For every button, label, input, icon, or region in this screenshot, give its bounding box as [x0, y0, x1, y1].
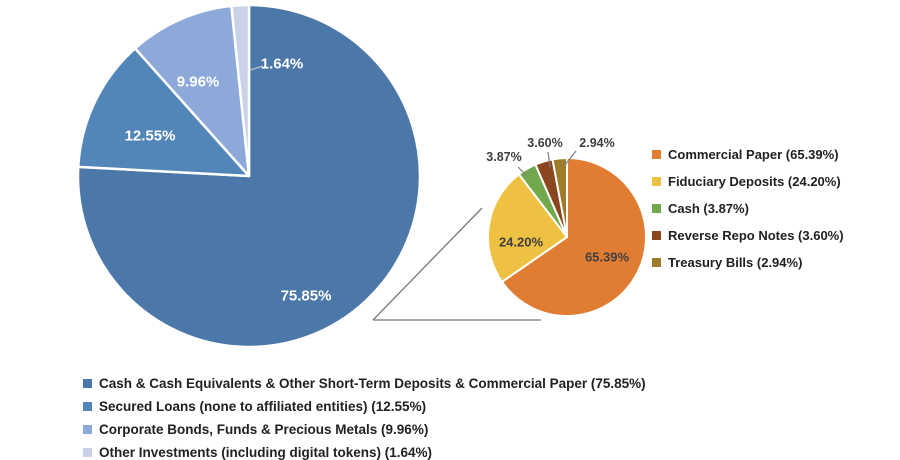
legend-label: Commercial Paper (65.39%) [668, 147, 839, 162]
main-pie-slice-1 [76, 47, 251, 178]
legend-item-other-investments: Other Investments (including digital tok… [83, 441, 646, 460]
legend-label: Fiduciary Deposits (24.20%) [668, 174, 841, 189]
main-pie-slice-3 [230, 3, 251, 178]
legend-item-secured-loans: Secured Loans (none to affiliated entiti… [83, 395, 646, 418]
legend-item-reverse-repo-notes: Reverse Repo Notes (3.60%) [652, 222, 844, 249]
breakout-pie-slice-0 [500, 157, 647, 317]
legend-swatch-fiduciary-deposits [652, 177, 661, 186]
breakout-pie-legend: Commercial Paper (65.39%) Fiduciary Depo… [652, 141, 844, 276]
leader-line-2.94 [563, 150, 577, 167]
main-pie-slice-0 [76, 3, 422, 349]
legend-swatch-commercial-paper [652, 150, 661, 159]
legend-swatch-corporate-bonds [83, 425, 92, 434]
legend-label: Cash & Cash Equivalents & Other Short-Te… [99, 376, 646, 391]
legend-label: Other Investments (including digital tok… [99, 445, 433, 460]
connector-lines [372, 207, 541, 321]
leader-lines [249, 65, 577, 177]
legend-item-cash: Cash (3.87%) [652, 195, 844, 222]
legend-swatch-treasury-bills [652, 258, 661, 267]
legend-label: Reverse Repo Notes (3.60%) [668, 228, 844, 243]
legend-item-cash-equivalents: Cash & Cash Equivalents & Other Short-Te… [83, 372, 646, 395]
leader-line-1.64 [249, 65, 264, 71]
main-pie-slice-2 [133, 4, 251, 178]
legend-swatch-cash [652, 204, 661, 213]
legend-swatch-other-investments [83, 448, 92, 457]
legend-swatch-reverse-repo-notes [652, 231, 661, 240]
legend-swatch-secured-loans [83, 402, 92, 411]
leader-line-3.87 [517, 166, 528, 177]
legend-swatch-cash-equivalents [83, 379, 92, 388]
breakout-pie-slice-4 [551, 156, 568, 238]
legend-item-commercial-paper: Commercial Paper (65.39%) [652, 141, 844, 168]
main-pie [76, 3, 422, 349]
breakout-pie-slice-1 [487, 173, 568, 283]
leader-line-3.60 [547, 151, 551, 168]
legend-item-corporate-bonds: Corporate Bonds, Funds & Precious Metals… [83, 418, 646, 441]
legend-label: Cash (3.87%) [668, 201, 749, 216]
legend-label: Corporate Bonds, Funds & Precious Metals… [99, 422, 429, 437]
legend-label: Treasury Bills (2.94%) [668, 255, 803, 270]
legend-item-treasury-bills: Treasury Bills (2.94%) [652, 249, 844, 276]
main-pie-legend: Cash & Cash Equivalents & Other Short-Te… [83, 372, 646, 460]
legend-item-fiduciary-deposits: Fiduciary Deposits (24.20%) [652, 168, 844, 195]
connector-line-upper [372, 207, 483, 321]
breakout-pie [487, 156, 647, 317]
legend-label: Secured Loans (none to affiliated entiti… [99, 399, 427, 414]
